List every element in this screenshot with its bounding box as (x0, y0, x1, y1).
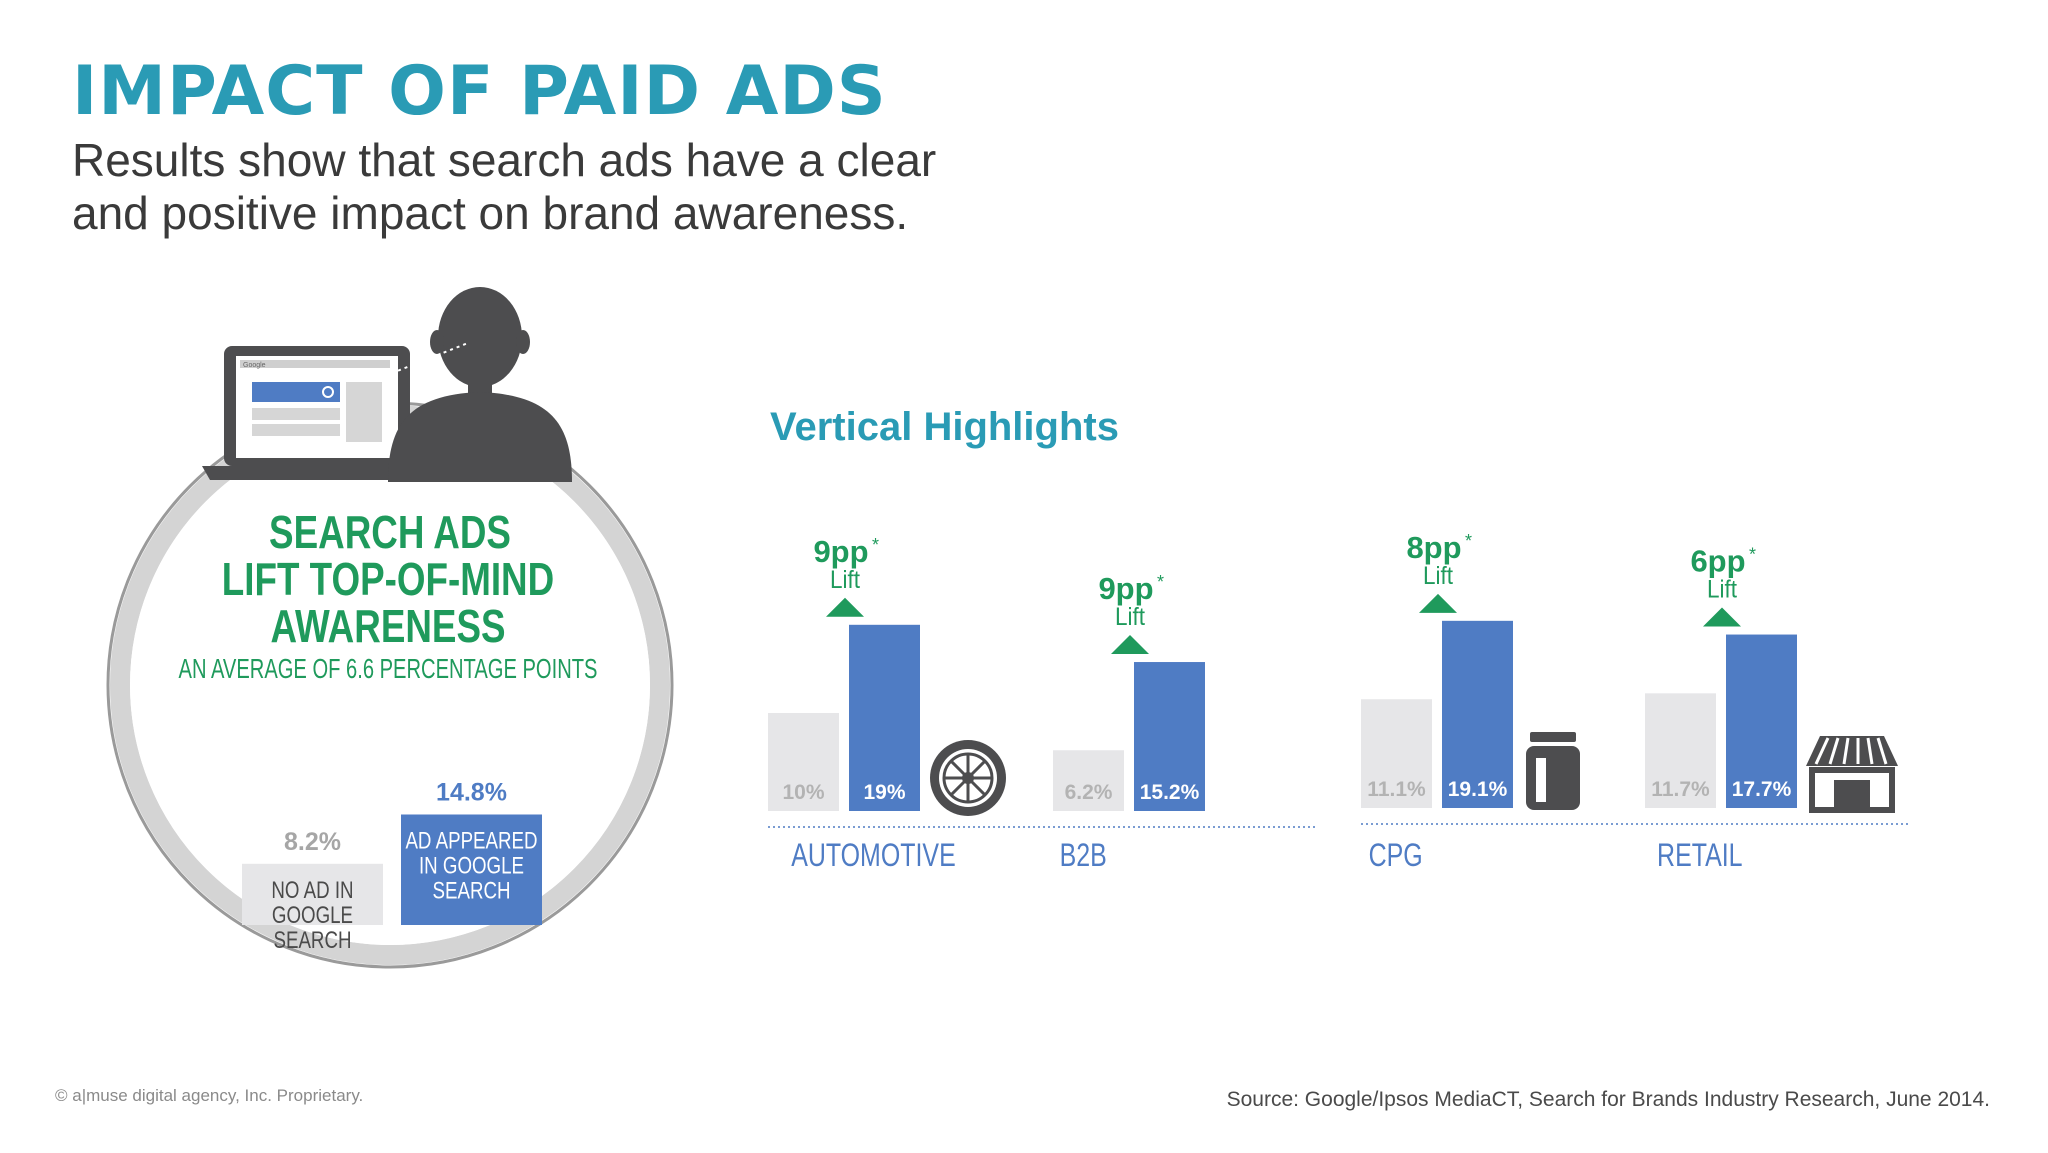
bar-b2b-ad (1134, 662, 1205, 811)
page-title: IMPACT OF PAID ADS (72, 52, 887, 131)
chart-title: Vertical Highlights (770, 405, 1119, 449)
lift-arrow-icon (826, 597, 864, 617)
hero-bar-label-2-3: SEARCH (433, 877, 511, 904)
value-label-b2b-no-ad: 6.2% (1065, 781, 1113, 804)
subtitle-line-1: Results show that search ads have a clea… (72, 134, 937, 186)
lift-asterisk-b2b: * (1157, 572, 1164, 592)
laptop-icon: Google (202, 346, 420, 480)
tire-icon (930, 740, 1006, 816)
hero-bar-label-1-3: SEARCH (274, 927, 352, 954)
hero-headline-line-1: SEARCH ADS (269, 506, 511, 558)
hero-headline-line-2: LIFT TOP-OF-MIND (222, 553, 554, 605)
lift-label-cpg: Lift (1423, 562, 1453, 590)
subtitle-line-2: and positive impact on brand awareness. (72, 187, 909, 239)
lift-arrow-icon (1111, 635, 1149, 655)
lift-asterisk-cpg: * (1465, 531, 1472, 551)
lift-label-automotive: Lift (830, 566, 860, 594)
bar-cpg-ad (1442, 620, 1513, 808)
jar-icon (1526, 732, 1580, 810)
lift-value-b2b: 9pp (1098, 571, 1153, 606)
value-label-retail-ad: 17.7% (1732, 778, 1792, 801)
person-icon (371, 287, 572, 482)
bar-retail-no-ad (1645, 693, 1716, 808)
category-label-automotive: AUTOMOTIVE (791, 838, 956, 874)
bar-automotive-ad (849, 624, 920, 811)
lift-value-cpg: 8pp (1406, 530, 1461, 565)
lift-label-retail: Lift (1707, 575, 1737, 603)
bar-retail-ad (1726, 634, 1797, 808)
lift-arrow-icon (1419, 593, 1457, 613)
hero-bar-1 (242, 863, 383, 925)
source-footer: Source: Google/Ipsos MediaCT, Search for… (1226, 1088, 1990, 1111)
value-label-b2b-ad: 15.2% (1140, 781, 1200, 804)
hero-bar-label-1-1: NO AD IN (271, 877, 353, 904)
hero-value-label-1: 8.2% (284, 828, 341, 856)
hero-value-label-2: 14.8% (436, 778, 507, 806)
lift-arrow-icon (1703, 607, 1741, 627)
value-label-cpg-ad: 19.1% (1448, 778, 1508, 801)
bar-automotive-no-ad (768, 713, 839, 811)
value-label-cpg-no-ad: 11.1% (1367, 778, 1426, 801)
hero-bar-label-2-1: AD APPEARED (405, 827, 537, 854)
copyright-footer: © a|muse digital agency, Inc. Proprietar… (55, 1086, 364, 1105)
category-label-b2b: B2B (1060, 838, 1107, 874)
value-label-automotive-no-ad: 10% (782, 781, 824, 804)
lift-asterisk-retail: * (1749, 545, 1756, 565)
value-label-retail-no-ad: 11.7% (1651, 778, 1710, 801)
hero-bar-label-2-2: IN GOOGLE (419, 852, 524, 879)
bar-b2b-no-ad (1053, 750, 1124, 811)
bar-cpg-no-ad (1361, 699, 1432, 808)
category-label-cpg: CPG (1369, 838, 1423, 874)
hero-subheadline: AN AVERAGE OF 6.6 PERCENTAGE POINTS (179, 654, 598, 685)
storefront-icon (1806, 736, 1898, 813)
lift-asterisk-automotive: * (872, 535, 879, 555)
hero-headline-line-3: AWARENESS (270, 600, 505, 652)
hero-circle (106, 401, 674, 969)
lift-label-b2b: Lift (1115, 603, 1145, 631)
hero-bar-2 (401, 814, 542, 925)
lift-value-retail: 6pp (1690, 544, 1745, 579)
lift-value-automotive: 9pp (813, 534, 868, 569)
hero-bar-label-1-2: GOOGLE (272, 902, 353, 929)
category-label-retail: RETAIL (1657, 838, 1743, 874)
value-label-automotive-ad: 19% (863, 781, 905, 804)
laptop-search-label: Google (243, 362, 266, 369)
page-subtitle: Results show that search ads have a clea… (72, 134, 1072, 240)
